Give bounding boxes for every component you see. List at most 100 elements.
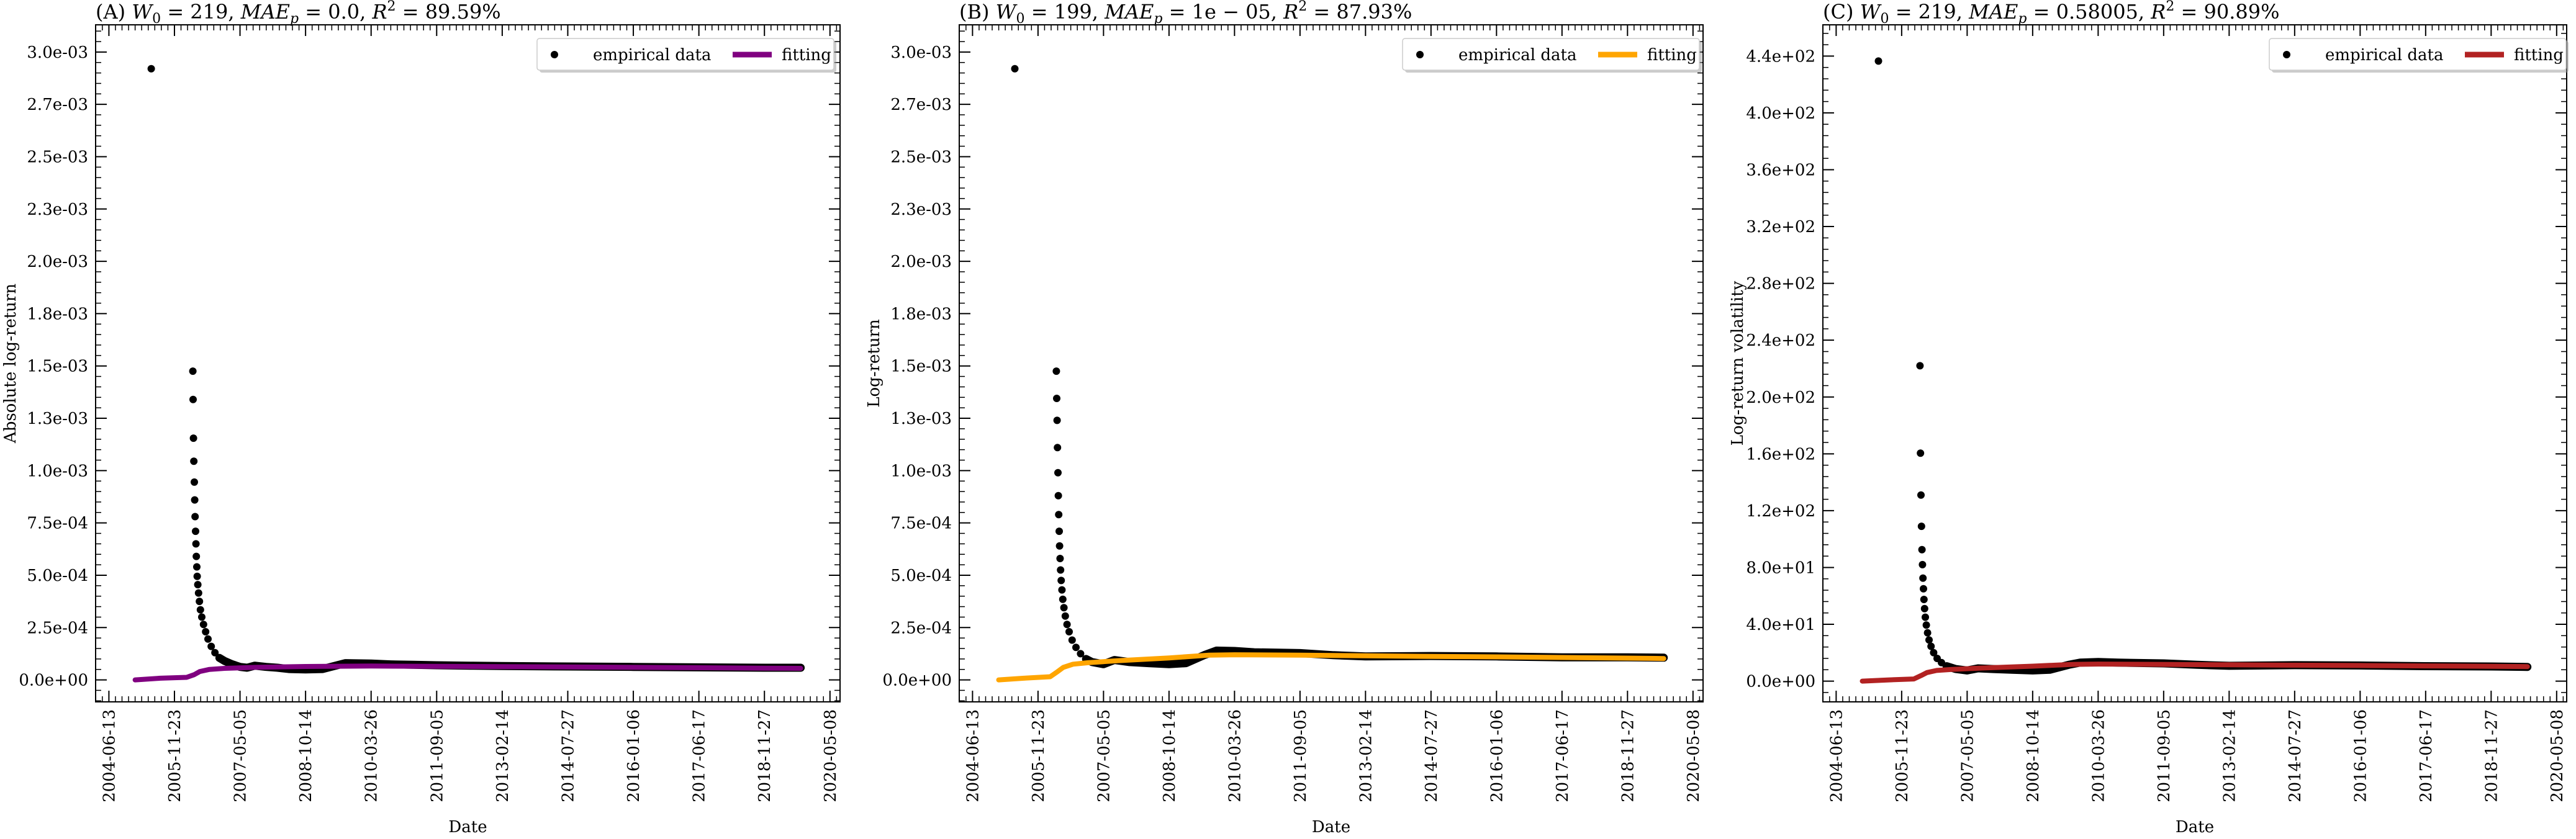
empirical-data-point (191, 478, 198, 486)
x-tick-label: 2008-10-14 (297, 709, 315, 802)
fitting-line (132, 663, 803, 683)
y-tick-label: 2.7e-03 (890, 96, 952, 114)
y-tick-label: 2.3e-03 (27, 200, 88, 219)
y-tick-label: 1.2e+02 (1746, 502, 1815, 521)
empirical-data-point (1055, 527, 1063, 536)
x-tick-label: 2007-05-05 (232, 709, 250, 802)
x-tick-label: 2013-02-14 (494, 709, 512, 802)
legend-empirical-label: empirical data (2325, 46, 2443, 65)
empirical-data-point (194, 589, 202, 597)
y-tick-label: 2.5e-04 (890, 619, 952, 637)
x-tick-label: 2018-11-27 (2482, 709, 2501, 802)
x-axis-label: Date (448, 818, 487, 837)
x-tick-label: 2004-06-13 (100, 709, 119, 802)
axes-frame (959, 24, 1704, 702)
x-tick-label: 2017-06-17 (1553, 709, 1572, 802)
y-tick-label: 7.5e-04 (890, 514, 952, 533)
x-tick-label: 2005-11-23 (1029, 709, 1048, 802)
plot-area (996, 65, 1668, 683)
x-tick-label: 2020-05-08 (1684, 709, 1703, 802)
axes-frame (95, 24, 841, 702)
x-tick-label: 2010-03-26 (2089, 709, 2108, 802)
empirical-data-point (1060, 604, 1068, 612)
empirical-data-point (1925, 636, 1933, 644)
x-tick-label: 2014-07-27 (1422, 709, 1441, 802)
empirical-data-point (1916, 362, 1924, 370)
empirical-data-point (1065, 628, 1073, 635)
legend-empirical-label: empirical data (1458, 46, 1576, 65)
x-tick-label: 2013-02-14 (1357, 709, 1375, 802)
empirical-data-point (1054, 491, 1062, 500)
empirical-data-point (189, 367, 197, 375)
empirical-data-point (1918, 560, 1927, 568)
x-tick-label: 2013-02-14 (2220, 709, 2239, 802)
empirical-data-point (1930, 648, 1938, 657)
x-tick-label: 2016-01-06 (2351, 709, 2370, 802)
panel-c: 0.0e+00 4.0e+01 8.0e+01 1.2e+02 1.6e+02 2.0e+… (1729, 0, 2569, 837)
y-tick-label: 4.0e+01 (1746, 616, 1815, 634)
empirical-data-point (199, 621, 207, 629)
x-tick-label: 2020-05-08 (821, 709, 840, 802)
legend: empirical data fitting (1402, 38, 1702, 73)
legend-box (2269, 38, 2567, 71)
y-tick-label: 1.5e-03 (27, 357, 88, 376)
y-tick-label: 1.6e+02 (1746, 445, 1815, 464)
empirical-data-point (1056, 555, 1064, 562)
x-tick-label: 2007-05-05 (1095, 709, 1113, 802)
empirical-data-point (1919, 574, 1927, 582)
x-tick-label: 2010-03-26 (1226, 709, 1244, 802)
empirical-data-point (1054, 444, 1062, 452)
x-tick-label: 2008-10-14 (2024, 709, 2043, 802)
empirical-data-point (1058, 586, 1066, 594)
legend-empirical-marker (551, 51, 558, 58)
fitting-line (996, 652, 1666, 683)
empirical-data-point (1927, 642, 1935, 650)
x-tick-label: 2011-09-05 (2155, 709, 2174, 802)
panel-b: 0.0e+00 2.5e-04 5.0e-04 7.5e-04 1.0e-03 1.3e-… (865, 0, 1704, 837)
y-tick-label: 5.0e-04 (27, 567, 88, 585)
empirical-data-point (193, 563, 201, 571)
empirical-data-point (192, 552, 201, 560)
y-tick-label: 1.8e-03 (890, 305, 952, 323)
plot-area (132, 65, 805, 683)
empirical-data-point (194, 581, 202, 589)
y-axis-label: Log-return volatility (1729, 280, 1747, 446)
panel-title: (B) W0 = 199, MAEp = 1e − 05, R2 = 87.93… (959, 0, 1412, 27)
y-tick-label: 3.0e-03 (27, 43, 88, 62)
y-tick-label: 3.6e+02 (1746, 161, 1815, 179)
y-tick-label: 0.0e+00 (19, 671, 88, 690)
x-tick-label: 2018-11-27 (756, 709, 774, 802)
empirical-data-point (1011, 65, 1019, 73)
legend-box (536, 38, 834, 71)
empirical-data-point (1053, 416, 1061, 424)
x-tick-label: 2010-03-26 (363, 709, 381, 802)
x-tick-label: 2005-11-23 (166, 709, 184, 802)
legend-fitting-label: fitting (782, 46, 831, 65)
empirical-data-point (1077, 650, 1085, 658)
empirical-data-point (1054, 469, 1062, 477)
legend-empirical-label: empirical data (593, 46, 711, 65)
x-tick-label: 2016-01-06 (625, 709, 643, 802)
legend-fitting-label: fitting (2514, 46, 2564, 65)
empirical-data-point (1052, 367, 1060, 375)
empirical-data-point (215, 654, 224, 662)
x-axis-label: Date (2176, 818, 2214, 837)
empirical-data-point (1061, 612, 1069, 620)
y-tick-label: 4.4e+02 (1746, 47, 1815, 66)
empirical-data-point (147, 65, 155, 73)
empirical-data-point (1055, 542, 1064, 550)
empirical-data-point (1063, 621, 1071, 629)
empirical-data-point (1059, 595, 1067, 603)
empirical-data-point (1922, 621, 1930, 629)
y-tick-label: 1.8e-03 (27, 305, 88, 323)
y-tick-label: 1.5e-03 (890, 357, 952, 376)
empirical-data-point (191, 496, 199, 504)
empirical-data-point (1920, 604, 1928, 612)
x-tick-label: 2005-11-23 (1893, 709, 1912, 802)
y-tick-label: 2.0e-03 (890, 253, 952, 271)
y-tick-label: 8.0e+01 (1746, 559, 1815, 577)
x-tick-label: 2011-09-05 (1291, 709, 1310, 802)
y-tick-label: 2.0e+02 (1746, 388, 1815, 407)
x-tick-label: 2004-06-13 (1827, 709, 1846, 802)
